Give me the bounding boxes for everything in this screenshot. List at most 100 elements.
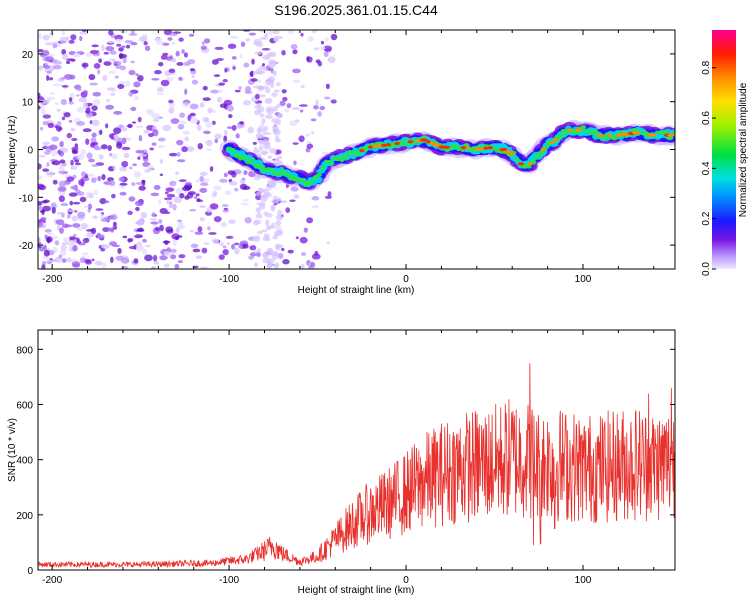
noise-blob (83, 205, 89, 209)
noise-blob (108, 70, 116, 74)
noise-blob (324, 96, 331, 100)
noise-blob (233, 247, 240, 255)
noise-blob (278, 252, 284, 259)
noise-blob (121, 146, 131, 151)
noise-blob (228, 181, 238, 186)
noise-blob (277, 209, 283, 216)
noise-blob (82, 102, 89, 109)
noise-blob (72, 157, 77, 160)
ridge-green (343, 154, 349, 160)
colorbar-tick-label: 0.0 (701, 262, 712, 276)
noise-blob (281, 49, 286, 56)
noise-blob (108, 180, 116, 187)
noise-blob (195, 193, 200, 197)
noise-blob (51, 59, 61, 65)
noise-blob (135, 206, 140, 212)
noise-blob (141, 180, 146, 186)
noise-blob (118, 53, 128, 59)
noise-blob (280, 200, 288, 204)
noise-blob (307, 36, 314, 42)
noise-blob (81, 171, 87, 177)
noise-blob (68, 192, 78, 197)
noise-blob (330, 33, 338, 41)
noise-blob (231, 56, 237, 60)
noise-blob (71, 149, 77, 154)
noise-blob (129, 166, 133, 170)
noise-blob (221, 204, 229, 207)
noise-blob (254, 93, 260, 100)
noise-blob (216, 96, 223, 103)
noise-blob (194, 196, 198, 199)
noise-blob (292, 79, 301, 83)
noise-blob (142, 248, 148, 256)
noise-blob (261, 63, 265, 67)
noise-blob (134, 95, 139, 101)
noise-blob (231, 243, 236, 250)
noise-blob (135, 125, 144, 129)
noise-blob (242, 199, 250, 202)
noise-blob (213, 216, 222, 223)
ridge-green (448, 146, 454, 151)
noise-blob (94, 260, 103, 266)
noise-blob (243, 100, 251, 106)
noise-blob (275, 262, 280, 269)
noise-blob (261, 47, 271, 51)
noise-blob (115, 255, 125, 261)
noise-blob (323, 45, 333, 52)
noise-blob (77, 153, 85, 160)
ridge-green (268, 167, 275, 173)
noise-blob (177, 123, 185, 130)
noise-blob (115, 38, 122, 43)
noise-blob (97, 175, 102, 182)
noise-blob (154, 70, 162, 75)
ridge-core (567, 128, 572, 132)
noise-blob (200, 45, 207, 50)
noise-blob (145, 244, 151, 248)
noise-blob (41, 264, 46, 269)
noise-blob (51, 136, 59, 142)
noise-blob (271, 92, 278, 98)
noise-blob (127, 210, 133, 216)
noise-blob (284, 108, 290, 113)
noise-blob (257, 85, 265, 92)
noise-blob (163, 263, 170, 268)
noise-blob (39, 126, 44, 131)
noise-blob (77, 211, 86, 219)
ridge-green (560, 128, 568, 135)
noise-blob (113, 110, 123, 115)
noise-blob (253, 219, 262, 225)
noise-blob (248, 255, 254, 260)
ridge-core (483, 146, 488, 150)
noise-blob (116, 142, 123, 149)
noise-blob (69, 74, 76, 80)
noise-blob (88, 158, 96, 163)
noise-blob (163, 197, 173, 201)
noise-blob (171, 41, 176, 45)
noise-blob (287, 249, 294, 254)
noise-blob (86, 152, 93, 159)
noise-blob (44, 42, 54, 46)
noise-blob (222, 79, 228, 83)
noise-blob (269, 147, 277, 154)
noise-blob (252, 141, 257, 145)
noise-blob (47, 122, 55, 129)
noise-blob (59, 249, 67, 257)
noise-blob (59, 159, 66, 164)
noise-blob (51, 207, 56, 214)
noise-blob (82, 128, 92, 133)
noise-blob (326, 241, 331, 245)
noise-blob (54, 102, 59, 106)
noise-blob (58, 191, 67, 196)
noise-blob (38, 206, 43, 211)
ridge-core (509, 152, 515, 156)
noise-blob (261, 151, 268, 156)
noise-blob (105, 104, 115, 110)
noise-blob (218, 242, 225, 246)
noise-blob (72, 201, 81, 205)
noise-blob (222, 245, 227, 249)
noise-blob (197, 124, 202, 132)
noise-blob (275, 246, 281, 251)
noise-blob (58, 170, 68, 175)
noise-blob (117, 83, 125, 90)
noise-blob (189, 103, 199, 110)
